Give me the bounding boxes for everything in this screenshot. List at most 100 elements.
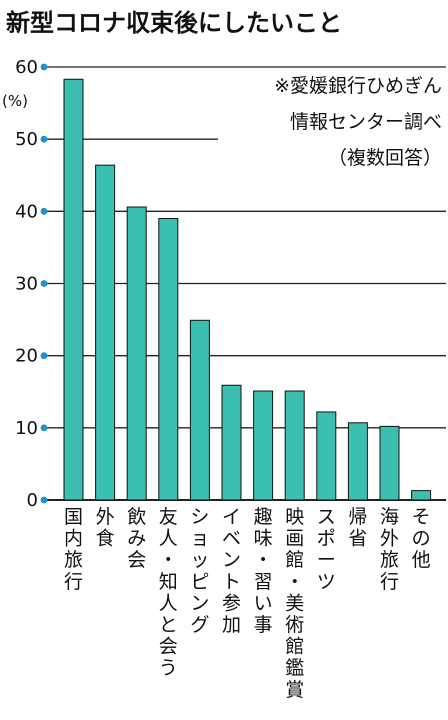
category-char: ョ <box>190 528 209 550</box>
category-char: と <box>159 614 178 636</box>
bar-10 <box>347 422 368 501</box>
category-char: 国 <box>64 506 83 528</box>
bar-3 <box>126 206 147 501</box>
category-char: ツ <box>317 571 336 593</box>
category-char: 海 <box>380 506 399 528</box>
category-char: 趣 <box>254 506 273 528</box>
category-char: ピ <box>190 571 209 593</box>
category-char: 旅 <box>380 549 399 571</box>
category-char: ト <box>222 571 241 593</box>
y-tick-label: 0 <box>27 490 38 511</box>
bar-5 <box>189 319 210 501</box>
category-char: ポ <box>317 528 336 550</box>
y-tick-label: 30 <box>15 274 38 295</box>
bar-9 <box>316 411 337 501</box>
category-char: 食 <box>96 528 115 550</box>
chart-title: 新型コロナ収束後にしたいこと <box>6 9 342 37</box>
tick-dot <box>40 280 48 287</box>
source-note-line: ※愛媛銀行ひめぎん <box>274 75 442 97</box>
category-char: ー <box>317 549 336 571</box>
y-tick-label: 40 <box>15 201 38 222</box>
category-char: ッ <box>190 549 209 571</box>
category-char: 習 <box>254 571 273 593</box>
category-char: イ <box>222 506 241 528</box>
tick-dot <box>40 496 48 504</box>
category-char: 味 <box>254 528 273 550</box>
bar-6 <box>221 384 242 501</box>
category-char: 外 <box>96 506 115 528</box>
tick-dot <box>40 352 48 360</box>
bar-7 <box>253 390 274 501</box>
tick-dot <box>40 63 48 71</box>
bars <box>63 78 432 501</box>
category-char: ン <box>190 592 209 614</box>
category-char: ・ <box>254 549 273 571</box>
bar-8 <box>284 390 305 501</box>
tick-dot <box>40 207 48 215</box>
category-label: 外食 <box>96 506 115 550</box>
bar-1 <box>63 78 84 501</box>
category-char: 外 <box>380 528 399 550</box>
category-char: 美 <box>285 592 304 614</box>
category-char: 友 <box>159 506 178 528</box>
category-char: 飲 <box>127 506 146 528</box>
category-char: み <box>127 528 146 550</box>
category-label: 趣味・習い事 <box>254 506 273 636</box>
tick-dot <box>40 424 48 432</box>
category-char: 帰 <box>348 506 367 528</box>
category-char: 会 <box>159 636 178 658</box>
category-label: 帰省 <box>348 506 367 550</box>
category-char: ・ <box>285 571 304 593</box>
category-char: グ <box>190 614 209 636</box>
category-labels: 国内旅行外食飲み会友人・知人と会うショッピングイベント参加趣味・習い事映画館・美… <box>64 506 431 701</box>
category-char: 内 <box>64 528 83 550</box>
bar-12 <box>411 490 432 501</box>
category-char: ・ <box>159 549 178 571</box>
category-char: 人 <box>159 528 178 550</box>
category-char: 旅 <box>64 549 83 571</box>
category-char: 館 <box>285 636 304 658</box>
category-char: 加 <box>222 614 241 636</box>
source-note-line: 情報センター調べ <box>290 111 442 133</box>
category-label: 飲み会 <box>127 506 146 571</box>
category-char: 省 <box>348 528 367 550</box>
y-tick-label: 60 <box>15 57 38 78</box>
category-char: 他 <box>412 549 431 571</box>
category-label: その他 <box>412 506 431 571</box>
category-char: 画 <box>285 528 304 550</box>
category-char: の <box>412 528 431 550</box>
y-unit-label: (%) <box>2 92 28 110</box>
bar-11 <box>379 425 400 501</box>
category-char: 館 <box>285 549 304 571</box>
category-char: 会 <box>127 549 146 571</box>
category-char: 鑑 <box>285 657 304 679</box>
y-tick-label: 10 <box>15 418 38 439</box>
category-char: 賞 <box>285 679 304 701</box>
category-char: 術 <box>285 614 304 636</box>
category-char: 人 <box>159 592 178 614</box>
y-tick-label: 50 <box>15 129 38 150</box>
y-tick-label: 20 <box>15 346 38 367</box>
category-char: 参 <box>222 592 241 614</box>
tick-dot <box>40 135 48 143</box>
note-background <box>218 68 446 180</box>
category-char: 映 <box>285 506 304 528</box>
category-char: う <box>159 657 178 679</box>
y-tick-labels: 0 10 20 30 40 50 60 <box>15 57 38 511</box>
category-char: そ <box>412 506 431 528</box>
source-note-line: （複数回答） <box>328 147 442 169</box>
category-char: ベ <box>222 528 241 550</box>
category-char: ン <box>222 549 241 571</box>
category-char: 知 <box>159 571 178 593</box>
bar-4 <box>158 218 179 501</box>
category-char: 行 <box>380 571 399 593</box>
category-char: ス <box>317 506 336 528</box>
category-char: い <box>254 592 273 614</box>
